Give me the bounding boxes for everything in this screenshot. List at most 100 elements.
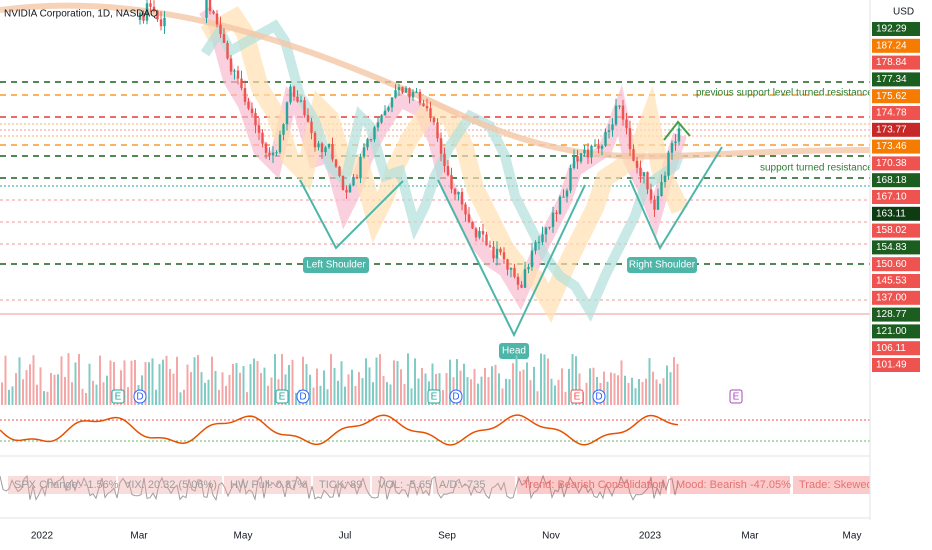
info-box	[433, 476, 515, 494]
volume-bar	[487, 377, 490, 405]
candle-body	[467, 214, 471, 222]
candle-body	[551, 212, 555, 227]
candle-body	[457, 191, 460, 195]
volume-bar	[568, 368, 570, 405]
volume-bar	[620, 360, 623, 405]
candle-body	[474, 228, 478, 238]
volume-bar	[211, 356, 213, 405]
candle-body	[590, 145, 593, 158]
volume-bar	[179, 392, 182, 405]
volume-bar	[547, 358, 549, 405]
volume-bar	[617, 375, 619, 405]
price-tag	[872, 55, 920, 70]
volume-bar	[39, 367, 42, 405]
candle-body	[422, 103, 425, 107]
volume-bar	[421, 367, 423, 405]
candle-body	[222, 34, 226, 43]
volume-bar	[652, 371, 654, 405]
volume-bar	[382, 376, 385, 405]
volume-bar	[88, 363, 91, 405]
volume-bar	[571, 354, 574, 405]
event-icon	[592, 389, 606, 404]
price-tag-label: 174.78	[876, 108, 907, 119]
volume-bar	[162, 359, 164, 405]
volume-bar	[57, 374, 59, 405]
candles	[138, 0, 681, 290]
price-tag	[872, 257, 920, 272]
volume-bar	[561, 368, 563, 405]
candle-body	[233, 70, 236, 72]
volume-bar	[120, 370, 122, 405]
candle-body	[306, 115, 310, 122]
volume-bar	[659, 383, 661, 405]
candle-body	[359, 156, 362, 179]
oscillator: 0.000.00	[0, 414, 932, 519]
volume-bar	[267, 385, 269, 405]
candle-body	[464, 204, 467, 215]
volume-bar	[372, 382, 374, 405]
volume-bar	[281, 354, 283, 405]
volume-bar	[526, 362, 528, 405]
label-box	[627, 257, 697, 273]
candle-body	[366, 139, 369, 148]
candle-body	[261, 132, 264, 144]
candle-body	[432, 117, 436, 123]
volume-bar	[134, 360, 136, 405]
volume-bar	[414, 358, 416, 405]
price-tag-label: 128.77	[876, 309, 907, 320]
volume-bar	[459, 370, 462, 405]
price-tag-label: 173.46	[876, 141, 907, 152]
event-icon	[111, 389, 125, 404]
volume-bar	[645, 378, 647, 405]
info-text: Mood: Bearish -47.05%	[676, 479, 791, 491]
candle-body	[506, 259, 509, 270]
candle-body	[621, 105, 625, 120]
volume-bar	[25, 370, 28, 405]
candle-body	[569, 167, 572, 191]
candle-body	[355, 177, 359, 179]
volume-bar	[190, 372, 192, 405]
price-tags: 192.29 187.24 178.84 177.34 175.62 174.78 173.…	[872, 22, 920, 372]
volume-bar	[8, 389, 10, 405]
candle-body	[408, 88, 411, 98]
candle-body	[334, 159, 338, 167]
volume-bar	[99, 355, 101, 405]
volume-bar	[92, 380, 94, 405]
annotation: support turned resistance	[760, 163, 873, 174]
volume-bar	[305, 364, 308, 405]
price-tag	[872, 290, 920, 305]
volume-bar	[113, 362, 115, 405]
volume-bar	[260, 373, 262, 405]
candle-body	[390, 97, 394, 108]
candle-body	[394, 90, 397, 98]
volume-bar	[274, 354, 276, 405]
volume-bar	[505, 378, 507, 405]
candle-body	[649, 189, 653, 200]
label-box	[499, 343, 529, 359]
price-tag	[872, 324, 920, 339]
price-tag	[872, 38, 920, 53]
info-text: Trade: Skewed I	[799, 479, 879, 491]
candle-body	[163, 17, 166, 27]
price-tag	[872, 223, 920, 238]
volume-bar	[673, 357, 675, 405]
volume-bar	[291, 359, 294, 405]
volume-bar	[554, 385, 556, 405]
volume-bar	[603, 371, 605, 405]
left-shoulder-line	[299, 179, 404, 250]
event-icon	[133, 389, 147, 404]
volume-bar	[585, 382, 588, 405]
info-text: Trend: Bearish Consolidation	[523, 479, 664, 491]
volume-bar	[641, 382, 644, 405]
volume-bar	[638, 379, 640, 405]
price-tag-label: 178.84	[876, 57, 907, 68]
candle-body	[418, 91, 422, 104]
annotations: previous support level turned resistance…	[303, 88, 873, 359]
volume-bar	[365, 358, 367, 405]
volume-bar	[456, 359, 458, 405]
volume-bar	[312, 387, 315, 405]
info-box	[372, 476, 431, 494]
candle-body	[534, 242, 537, 251]
volume-bar	[207, 379, 210, 405]
